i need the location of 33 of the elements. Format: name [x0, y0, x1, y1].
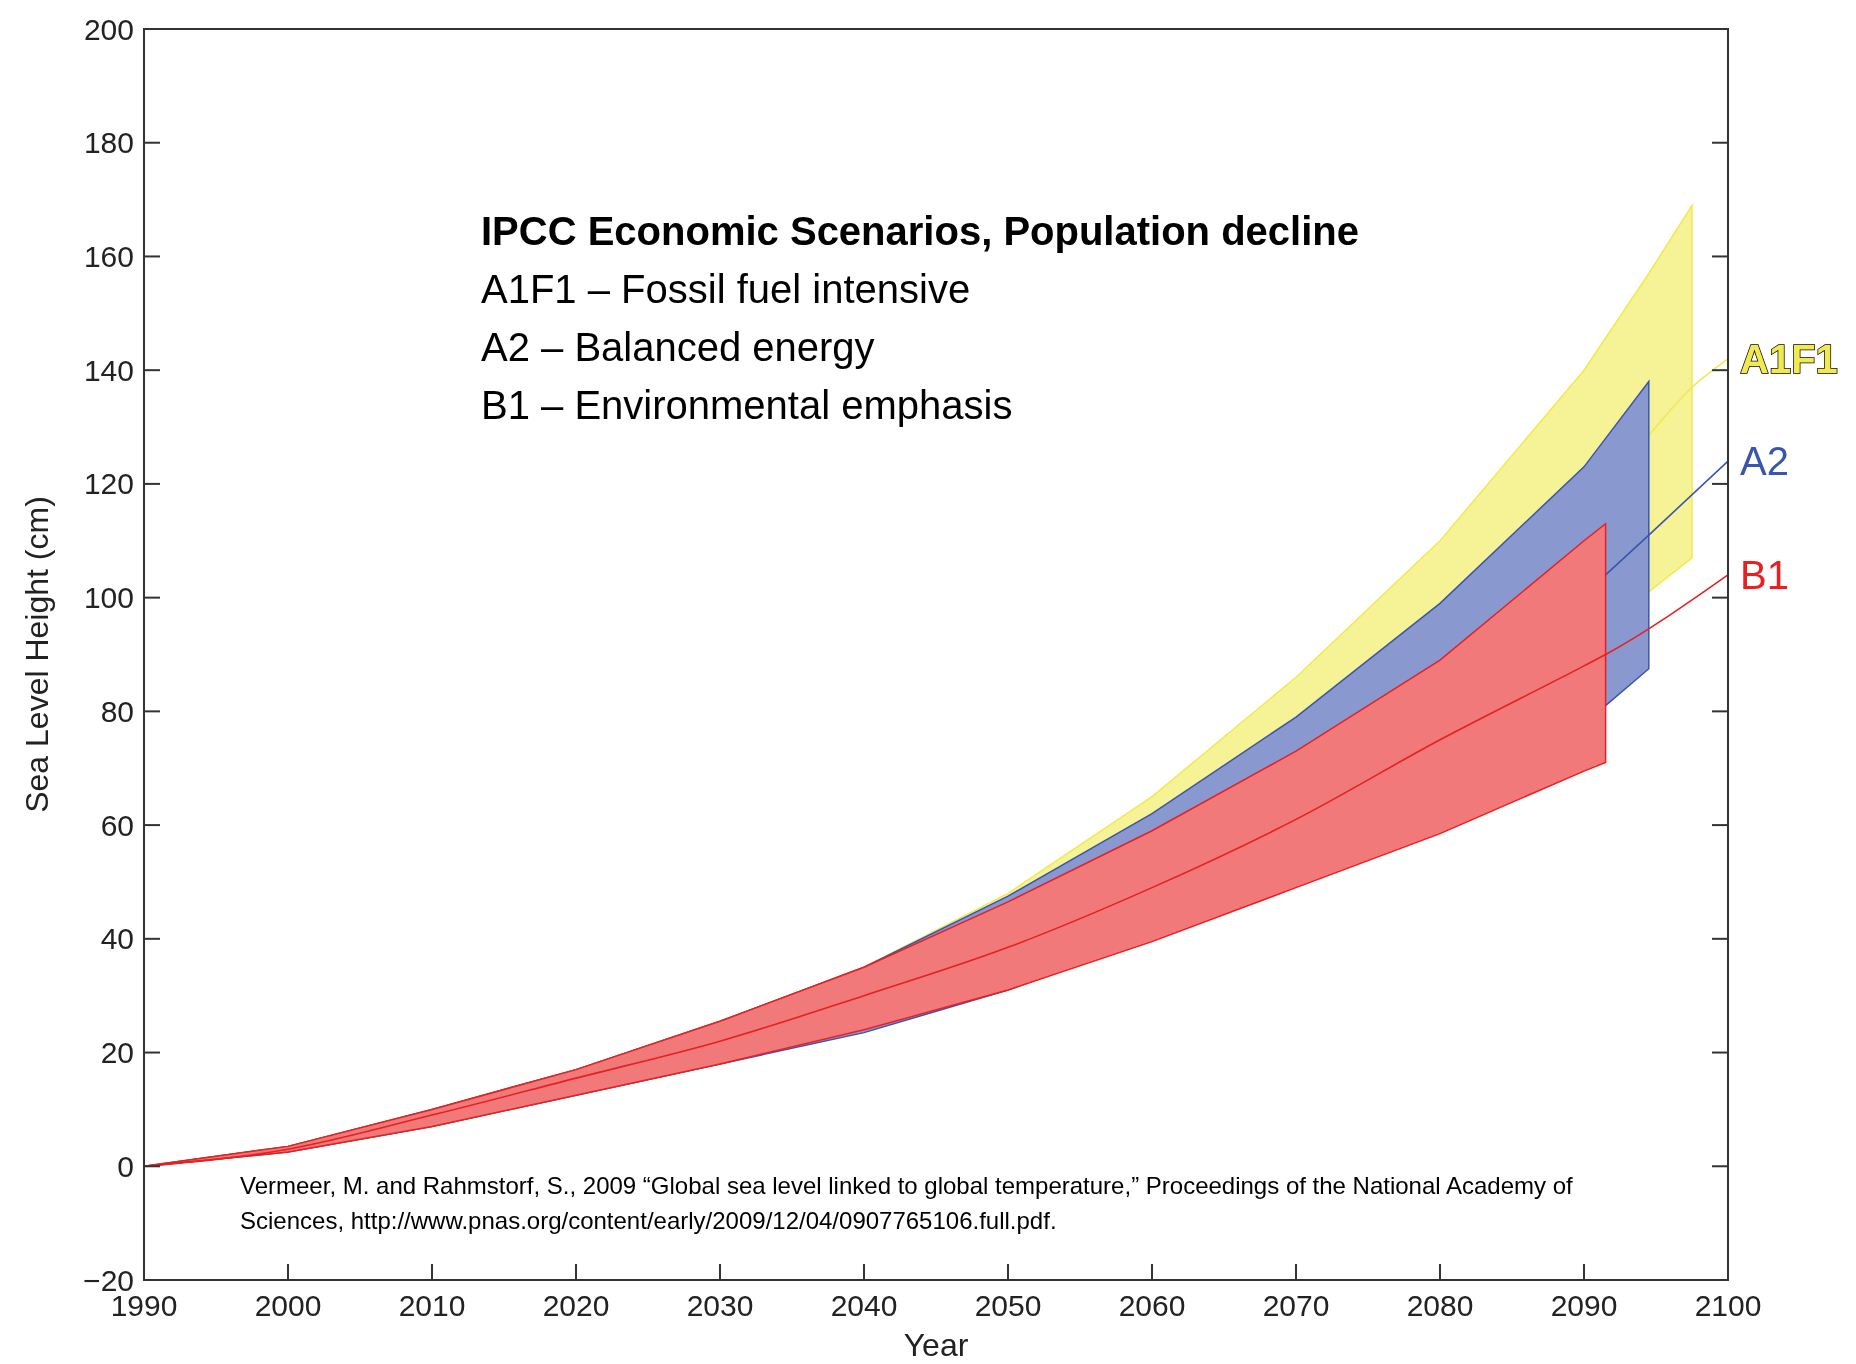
- y-tick-label: 140: [83, 353, 134, 387]
- x-tick-label: 2080: [1406, 1289, 1474, 1322]
- annotation: A2 – Balanced energy: [481, 325, 875, 369]
- y-tick-label: 180: [83, 126, 134, 160]
- y-axis-title: Sea Level Height (cm): [19, 496, 55, 813]
- annotation: B1 – Environmental emphasis: [481, 383, 1013, 427]
- y-tick-label: 160: [83, 239, 134, 273]
- annotation: A1F1 – Fossil fuel intensive: [481, 267, 971, 311]
- y-tick-label: 60: [100, 808, 134, 842]
- x-tick-label: 2020: [542, 1289, 610, 1322]
- series-label: A2: [1740, 439, 1789, 484]
- x-tick-label: 2010: [398, 1289, 466, 1322]
- y-tick-label: −20: [83, 1263, 134, 1297]
- y-tick-label: 0: [117, 1149, 134, 1183]
- y-tick-label: 40: [100, 922, 134, 956]
- x-tick-label: 2070: [1262, 1289, 1330, 1322]
- x-axis-title: Year: [903, 1327, 969, 1363]
- y-tick-label: 80: [100, 694, 134, 728]
- x-tick-label: 2050: [974, 1289, 1042, 1322]
- annotation: Vermeer, M. and Rahmstorf, S., 2009 “Global sea level linked to global temperature,” Proceedings of the National Academy of Sciences, http://www.pnas.org/content/early/2009/12/04/0907765106.full.pdf.: [240, 1171, 1574, 1236]
- x-tick-label: 2060: [1118, 1289, 1186, 1322]
- y-tick-label: 100: [83, 581, 134, 615]
- x-tick-label: 2040: [830, 1289, 898, 1322]
- x-tick-label: 2100: [1694, 1289, 1762, 1322]
- y-tick-label: 20: [100, 1036, 134, 1070]
- text: IPCC Economic Scenarios, Population decline: [481, 209, 1359, 253]
- series-label: A1F1: [1740, 336, 1838, 381]
- x-tick-label: 2000: [254, 1289, 322, 1322]
- y-tick-label: 120: [83, 467, 134, 501]
- series-label: B1: [1740, 552, 1789, 597]
- y-tick-label: 200: [83, 12, 134, 46]
- x-tick-label: 2090: [1550, 1289, 1618, 1322]
- x-tick-label: 2030: [686, 1289, 754, 1322]
